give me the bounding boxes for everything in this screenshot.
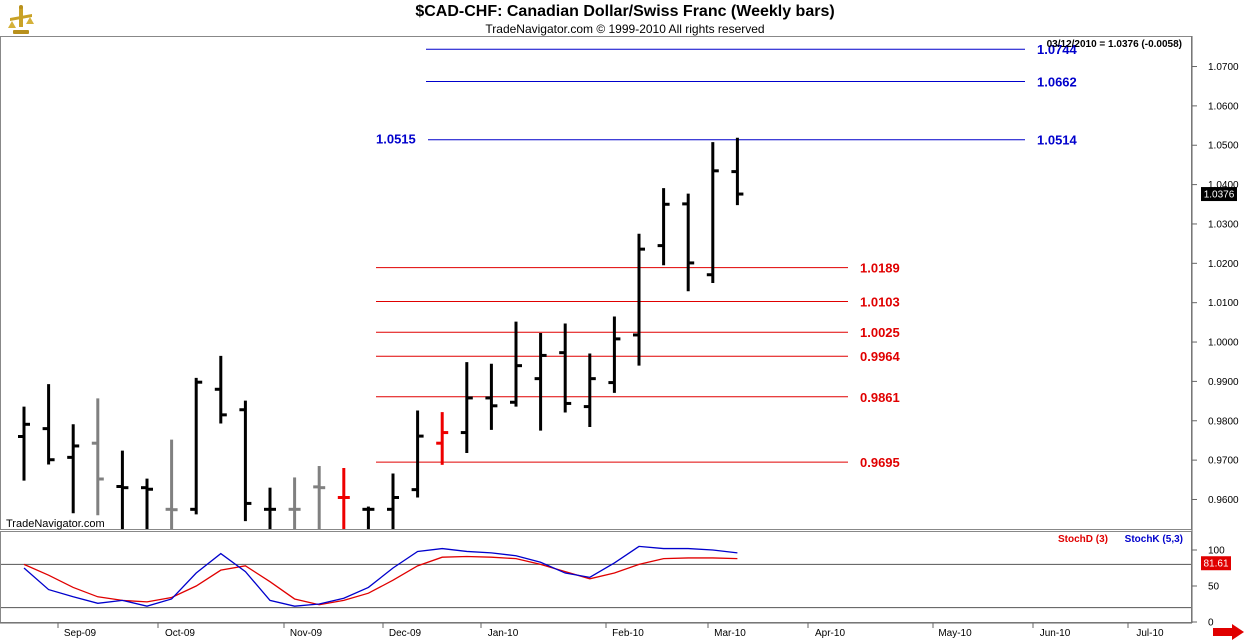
time-tick-label: Apr-10 <box>815 628 845 639</box>
ohlc-bar <box>485 363 498 430</box>
last-price-label: 1.0376 <box>1204 190 1235 201</box>
price-tick-label: 1.0400 <box>1208 180 1239 191</box>
ohlc-bar <box>67 424 80 514</box>
stochastic-lines <box>23 545 738 607</box>
ohlc-bar <box>190 377 203 515</box>
time-tick-label: Feb-10 <box>612 628 644 639</box>
red-level-label: 1.0189 <box>860 261 900 276</box>
ohlc-bar <box>239 400 252 522</box>
red-level-label: 1.0025 <box>860 325 900 340</box>
watermark-text: TradeNavigator.com <box>6 518 105 530</box>
stoch-tick-label: 100 <box>1208 546 1225 557</box>
ohlc-bar <box>337 467 350 529</box>
blue-level-label: 1.0662 <box>1037 74 1077 89</box>
ohlc-bar <box>313 466 326 529</box>
price-axis: 0.9600 0.9700 0.9800 0.9900 1.0000 1.0100 1.02… <box>1192 62 1239 506</box>
price-tick-label: 0.9600 <box>1208 495 1239 506</box>
ohlc-bar <box>559 323 572 413</box>
stoch-last-value-label: 81.61 <box>1203 559 1228 570</box>
trade-navigator-logo-icon <box>8 5 34 34</box>
support-resistance-levels: 1.0744 1.0662 1.0514 1.0515 1.0189 1.0103 1.00… <box>376 42 1078 470</box>
stochd-line <box>23 555 738 606</box>
ohlc-bar <box>288 477 301 529</box>
time-tick-label: Oct-09 <box>165 628 195 639</box>
time-tick-label: Sep-09 <box>64 628 97 639</box>
blue-level-left-label: 1.0515 <box>376 132 416 147</box>
ohlc-bar <box>264 487 276 529</box>
time-tick-label: May-10 <box>938 628 972 639</box>
price-tick-label: 0.9700 <box>1208 456 1239 467</box>
red-level-label: 0.9695 <box>860 455 900 470</box>
chart-subtitle: TradeNavigator.com © 1999-2010 All right… <box>485 22 765 36</box>
last-quote-text: 03/12/2010 = 1.0376 (-0.0058) <box>1047 39 1182 50</box>
stoch-last-value-box <box>1201 556 1231 571</box>
price-tick-label: 1.0300 <box>1208 219 1239 230</box>
ohlc-bar <box>18 406 30 481</box>
time-axis: Sep-09 Oct-09 Nov-09 Dec-09 Jan-10 Feb-10 Mar-… <box>57 623 1164 639</box>
price-tick-label: 1.0500 <box>1208 141 1239 152</box>
time-tick-label: Jul-10 <box>1136 628 1164 639</box>
ohlc-bars <box>18 137 744 529</box>
ohlc-bar <box>141 478 153 529</box>
ohlc-bar <box>706 142 719 283</box>
ohlc-bar <box>436 412 449 465</box>
legend-stochk: StochK (5,3) <box>1125 534 1183 545</box>
blue-level-label: 1.0744 <box>1037 42 1078 57</box>
ohlc-bar <box>362 506 375 529</box>
stochk-line <box>23 545 738 607</box>
chart-title: $CAD-CHF: Canadian Dollar/Swiss Franc (W… <box>415 3 835 20</box>
scroll-right-arrow-icon[interactable] <box>1213 624 1244 640</box>
time-tick-label: Mar-10 <box>714 628 746 639</box>
ohlc-bar <box>214 355 227 424</box>
ohlc-bar <box>534 332 547 431</box>
price-tick-label: 1.0200 <box>1208 259 1239 270</box>
price-tick-label: 0.9800 <box>1208 416 1239 427</box>
ohlc-bar <box>657 188 670 266</box>
ohlc-bar <box>682 193 695 292</box>
ohlc-bar <box>411 410 424 498</box>
ohlc-bar <box>510 321 522 407</box>
red-level-label: 0.9861 <box>860 390 900 405</box>
legend-stochd: StochD (3) <box>1058 534 1108 545</box>
last-price-box <box>1201 187 1237 202</box>
red-level-label: 1.0103 <box>860 294 900 309</box>
ohlc-bar <box>608 316 621 393</box>
ohlc-bar <box>116 450 129 529</box>
time-tick-label: Dec-09 <box>389 628 422 639</box>
stoch-tick-label: 0 <box>1208 618 1214 629</box>
ohlc-bar <box>91 398 104 516</box>
red-level-label: 0.9964 <box>860 349 901 364</box>
ohlc-bar <box>633 233 645 366</box>
ohlc-bar <box>583 353 596 428</box>
stoch-axis: 0 50 100 81.61 <box>1 546 1231 629</box>
price-plot-frame <box>0 36 1192 530</box>
ohlc-bar <box>387 473 399 529</box>
blue-level-label: 1.0514 <box>1037 133 1078 148</box>
ohlc-bar <box>460 362 473 454</box>
time-tick-label: Jan-10 <box>488 628 519 639</box>
ohlc-bar <box>731 137 744 206</box>
price-tick-label: 1.0000 <box>1208 338 1239 349</box>
ohlc-bar <box>165 439 178 529</box>
time-tick-label: Jun-10 <box>1040 628 1071 639</box>
time-tick-label: Nov-09 <box>290 628 323 639</box>
price-tick-label: 1.0700 <box>1208 62 1239 73</box>
price-tick-label: 0.9900 <box>1208 377 1239 388</box>
ohlc-bar <box>42 384 55 465</box>
stoch-tick-label: 50 <box>1208 582 1220 593</box>
price-tick-label: 1.0600 <box>1208 101 1239 112</box>
price-tick-label: 1.0100 <box>1208 298 1239 309</box>
